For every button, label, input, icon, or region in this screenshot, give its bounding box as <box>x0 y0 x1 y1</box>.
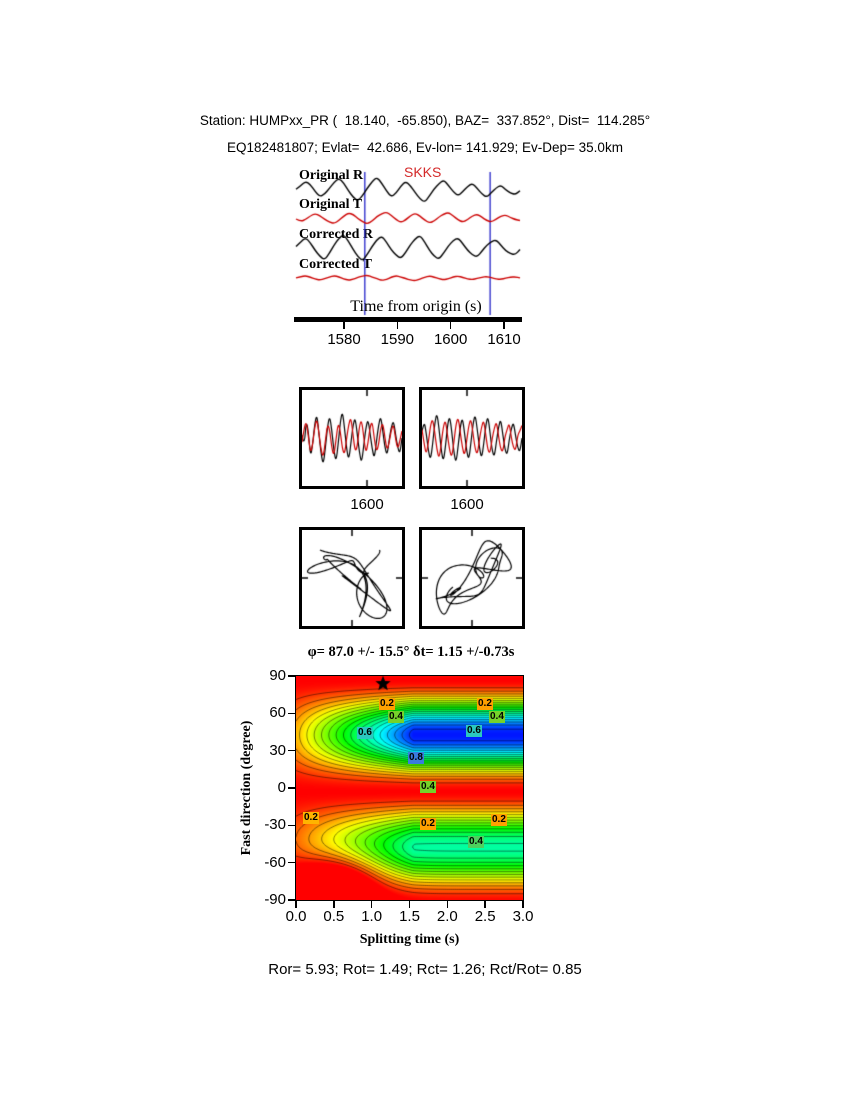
time-tick <box>503 322 505 329</box>
time-tick-label: 1590 <box>380 331 415 348</box>
contour-xtick-label: 1.0 <box>361 908 383 925</box>
contour-ytick <box>288 861 296 864</box>
contour-value-label: 0.4 <box>420 781 436 793</box>
contour-value-label: 0.2 <box>379 698 395 710</box>
contour-ytick-label: -60 <box>264 853 286 871</box>
contour-xlabel: Splitting time (s) <box>359 932 460 947</box>
contour-value-label: 0.8 <box>408 752 424 764</box>
contour-xtick <box>295 901 297 908</box>
contour-ytick <box>288 899 296 901</box>
event-header: EQ182481807; Evlat= 42.686, Ev-lon= 141.… <box>227 140 623 155</box>
contour-value-label: 0.2 <box>491 814 507 826</box>
contour-ytick-label: 30 <box>269 741 286 759</box>
contour-xtick <box>446 901 449 908</box>
contour-xtick <box>370 901 373 908</box>
time-axis-bar <box>294 317 522 322</box>
zoom-tick-label: 1600 <box>450 496 484 513</box>
contour-ytick-label: 60 <box>269 704 286 722</box>
time-tick <box>343 322 345 329</box>
time-tick <box>449 322 452 329</box>
time-tick-label: 1610 <box>487 331 521 348</box>
contour-xtick <box>408 901 411 908</box>
contour-ytick-label: -90 <box>264 891 286 908</box>
contour-value-label: 0.4 <box>489 711 505 723</box>
contour-ytick <box>288 824 296 827</box>
waveform-traces-canvas <box>292 166 524 318</box>
contour-value-label: 0.2 <box>477 698 493 710</box>
contour-xtick-label: 2.0 <box>436 908 458 925</box>
particle-motion-right-canvas <box>422 530 522 626</box>
contour-value-label: 0.6 <box>466 725 482 737</box>
contour-ytick-label: 90 <box>269 667 286 684</box>
contour-ytick <box>288 749 296 752</box>
station-header: Station: HUMPxx_PR ( 18.140, -65.850), B… <box>199 113 651 128</box>
contour-xtick-label: 0.5 <box>323 908 345 925</box>
zoom-panel-right <box>419 387 525 489</box>
zoom-tick-label: 1600 <box>350 496 384 513</box>
contour-ytick-label: 0 <box>277 779 286 796</box>
contour-xtick-label: 0.0 <box>285 908 307 925</box>
zoom-panel-left-canvas <box>302 390 402 486</box>
contour-xtick <box>333 901 335 908</box>
contour-ytick <box>288 675 296 677</box>
time-tick <box>396 322 399 329</box>
time-tick-label: 1580 <box>327 331 361 348</box>
time-tick-label: 1600 <box>433 331 468 348</box>
contour-xtick <box>484 901 486 908</box>
contour-xtick <box>522 901 524 908</box>
contour-xtick-label: 2.5 <box>474 908 496 925</box>
zoom-panel-left <box>299 387 405 489</box>
contour-ytick-label: -30 <box>264 816 286 834</box>
contour-canvas <box>296 676 523 900</box>
contour-value-label: 0.4 <box>388 711 404 723</box>
contour-xtick-label: 1.5 <box>399 908 420 925</box>
contour-xtick-label: 3.0 <box>512 908 534 925</box>
contour-ylabel: Fast direction (degree) <box>239 720 254 856</box>
contour-plot <box>295 675 524 901</box>
contour-value-label: 0.6 <box>357 727 373 739</box>
contour-title: φ= 87.0 +/- 15.5° δt= 1.15 +/-0.73s <box>307 644 515 660</box>
contour-ytick <box>288 712 296 715</box>
zoom-panel-right-canvas <box>422 390 522 486</box>
particle-motion-panel-left <box>299 527 405 629</box>
time-axis-title: Time from origin (s) <box>350 298 482 315</box>
contour-value-label: 0.4 <box>468 836 484 848</box>
particle-motion-left-canvas <box>302 530 402 626</box>
contour-ytick <box>288 787 296 789</box>
contour-value-label: 0.2 <box>303 812 319 824</box>
stats-footer: Ror= 5.93; Rot= 1.49; Rct= 1.26; Rct/Rot… <box>268 961 582 978</box>
contour-value-label: 0.2 <box>420 818 436 830</box>
particle-motion-panel-right <box>419 527 525 629</box>
